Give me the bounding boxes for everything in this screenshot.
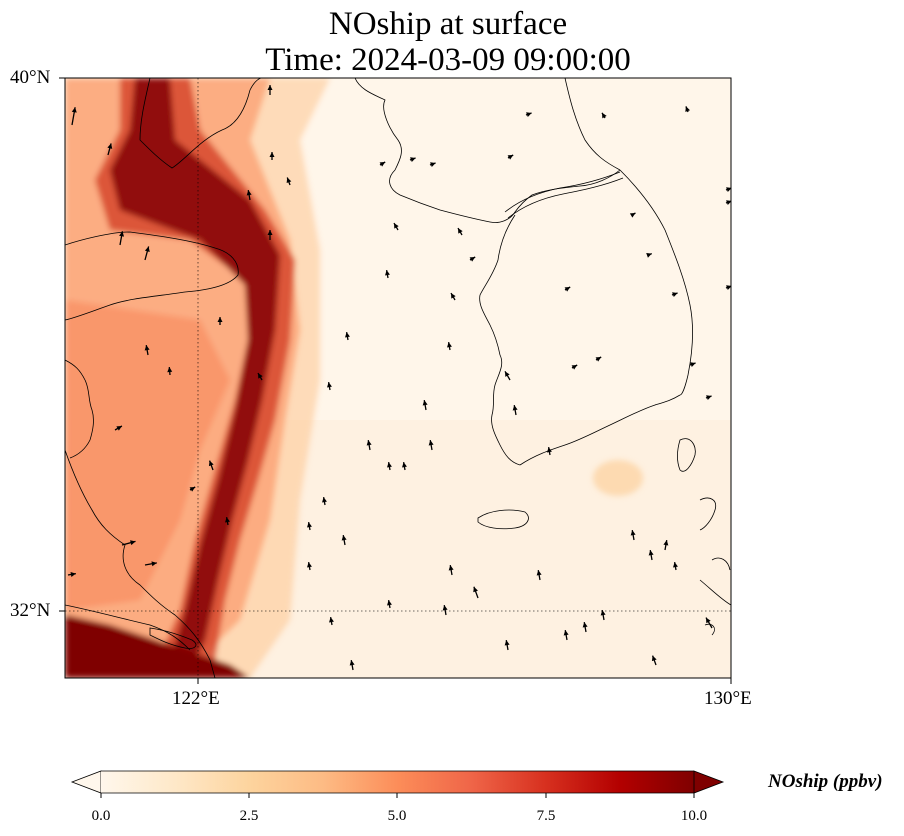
wind-arrow-head bbox=[447, 342, 452, 348]
plume-east-patch bbox=[593, 460, 643, 496]
lat-tick-label: 32°N bbox=[10, 600, 51, 621]
wind-arrow-head bbox=[706, 617, 711, 624]
wind-arrow-head bbox=[269, 152, 275, 157]
wind-arrow-head bbox=[307, 562, 312, 568]
wind-arrow-head bbox=[458, 228, 463, 234]
wind-arrow-head bbox=[246, 190, 252, 196]
gridlines bbox=[65, 78, 731, 678]
wind-vectors bbox=[67, 85, 731, 671]
wind-arrow-head bbox=[673, 562, 678, 568]
wind-arrow-head bbox=[144, 246, 150, 252]
colorbar-tick-label: 5.0 bbox=[387, 808, 407, 824]
wind-arrow-head bbox=[267, 85, 273, 90]
wind-arrow-head bbox=[646, 252, 652, 258]
wind-arrow-head bbox=[526, 112, 532, 118]
wind-arrow-head bbox=[402, 462, 407, 468]
wind-arrow-head bbox=[473, 586, 478, 593]
colorbar-tick-label: 2.5 bbox=[239, 808, 259, 824]
wind-arrow-head bbox=[189, 487, 196, 492]
colorbar-tick-label: 7.5 bbox=[536, 808, 556, 824]
wind-arrow-head bbox=[151, 561, 157, 567]
wind-arrow-head bbox=[602, 112, 607, 119]
wind-arrow-head bbox=[307, 522, 312, 528]
colorbar-tick-label: 10.0 bbox=[680, 808, 708, 824]
lon-tick-label: 122°E bbox=[172, 688, 220, 709]
wind-arrow-head bbox=[726, 285, 731, 291]
wind-arrow-head bbox=[629, 213, 636, 218]
coastlines bbox=[65, 78, 731, 678]
wind-arrow-head bbox=[726, 187, 731, 193]
wind-arrow-head bbox=[208, 460, 214, 467]
wind-arrow-head bbox=[571, 365, 578, 370]
wind-arrow-head bbox=[469, 257, 476, 262]
wind-arrow-head bbox=[651, 655, 657, 662]
wind-arrow-head bbox=[563, 630, 569, 636]
wind-arrow-head bbox=[582, 622, 588, 628]
lat-tick-label: 40°N bbox=[10, 67, 51, 88]
wind-arrow-head bbox=[341, 535, 347, 541]
wind-arrow-head bbox=[116, 426, 122, 431]
wind-arrow-head bbox=[448, 565, 454, 571]
wind-arrow-head bbox=[349, 660, 355, 666]
wind-arrow-head bbox=[505, 371, 510, 377]
wind-arrow-head bbox=[600, 610, 606, 616]
wind-arrow-head bbox=[286, 177, 292, 184]
wind-arrow-head bbox=[71, 107, 77, 113]
wind-arrow-head bbox=[225, 517, 230, 523]
wind-arrow-head bbox=[119, 231, 125, 237]
wind-arrow-head bbox=[451, 293, 456, 299]
wind-arrow-head bbox=[387, 462, 392, 468]
wind-arrow-head bbox=[422, 400, 428, 406]
shipping-lane-core bbox=[110, 78, 280, 678]
wind-arrow-head bbox=[217, 317, 223, 322]
figure-subtitle: Time: 2024-03-09 09:00:00 bbox=[265, 42, 631, 78]
wind-arrow-head bbox=[706, 395, 712, 401]
figure-title: NOship at surface bbox=[328, 6, 568, 42]
wind-arrow-head bbox=[507, 155, 514, 160]
wind-arrow-head bbox=[130, 540, 136, 546]
wind-arrow-head bbox=[327, 382, 332, 388]
wind-arrow-head bbox=[258, 373, 263, 379]
wind-arrow-head bbox=[387, 600, 392, 606]
wind-arrow-head bbox=[564, 287, 571, 292]
lon-tick-label: 130°E bbox=[704, 688, 752, 709]
wind-arrow-head bbox=[322, 497, 327, 503]
wind-arrow-head bbox=[442, 605, 448, 611]
wind-arrow-head bbox=[107, 143, 113, 149]
wind-arrow-head bbox=[512, 405, 518, 411]
wind-arrow-head bbox=[430, 162, 436, 168]
map-frame bbox=[64, 77, 732, 679]
wind-arrow-head bbox=[685, 106, 691, 112]
plume-south-high bbox=[65, 615, 250, 678]
wind-arrow-head bbox=[547, 447, 552, 453]
wind-arrow-head bbox=[329, 617, 334, 623]
wind-arrow-head bbox=[267, 230, 273, 235]
wind-arrow-head bbox=[428, 440, 434, 446]
wind-arrow-head bbox=[144, 345, 150, 351]
wind-arrow-head bbox=[648, 550, 654, 556]
wind-arrow-head bbox=[385, 270, 390, 276]
colorbar-label: NOship (ppbv) bbox=[768, 771, 883, 792]
wind-arrow-head bbox=[504, 640, 510, 646]
wind-arrow-head bbox=[630, 530, 636, 536]
wind-arrow-head bbox=[70, 572, 76, 577]
wind-arrow-head bbox=[345, 332, 350, 338]
wind-arrow-head bbox=[690, 362, 696, 368]
plume-coastal bbox=[65, 300, 230, 610]
wind-arrow-head bbox=[672, 292, 678, 298]
wind-arrow-head bbox=[536, 570, 542, 576]
wind-arrow-head bbox=[366, 440, 372, 446]
wind-arrow-head bbox=[595, 357, 602, 362]
wind-arrow-head bbox=[410, 157, 416, 163]
wind-arrow-head bbox=[394, 223, 399, 229]
wind-arrow-head bbox=[726, 200, 731, 206]
wind-arrow-head bbox=[663, 540, 669, 546]
colorbar-tick-label: 0.0 bbox=[91, 808, 111, 824]
wind-arrow-head bbox=[379, 162, 386, 167]
wind-arrow-head bbox=[167, 367, 173, 373]
